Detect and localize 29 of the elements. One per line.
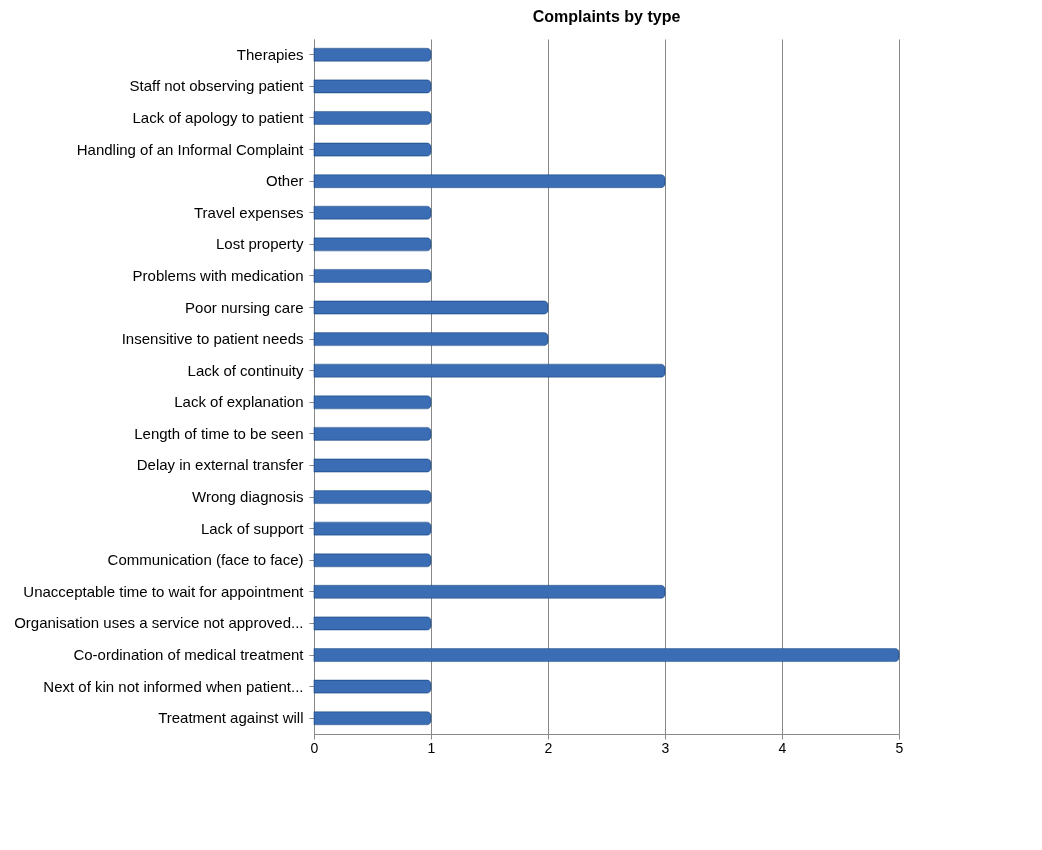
x-tick-label: 0 xyxy=(310,739,319,756)
x-tick-label: 1 xyxy=(427,739,436,756)
y-tick-label: Co-ordination of medical treatment xyxy=(73,646,305,664)
y-tick-label: Problems with medication xyxy=(132,266,304,284)
y-tick-label: Communication (face to face) xyxy=(107,551,304,569)
y-tick-label: Unacceptable time to wait for appointment xyxy=(23,582,305,600)
y-tick-label: Travel expenses xyxy=(194,203,304,221)
y-tick-label: Other xyxy=(265,172,304,190)
x-tick-label: 3 xyxy=(661,739,670,756)
y-tick-label: Next of kin not informed when patient... xyxy=(43,677,304,695)
y-tick-label: Lack of continuity xyxy=(187,361,304,379)
x-tick-label: 5 xyxy=(895,739,904,756)
x-tick-label: 2 xyxy=(544,739,553,756)
y-tick-label: Delay in external transfer xyxy=(136,456,304,474)
y-tick-label: Poor nursing care xyxy=(185,298,304,316)
y-tick-label: Therapies xyxy=(236,45,304,63)
y-tick-label: Organisation uses a service not approved... xyxy=(14,614,304,632)
y-tick-label: Lack of apology to patient xyxy=(132,108,305,126)
y-tick-label: Staff not observing patient xyxy=(129,77,305,95)
y-tick-label: Insensitive to patient needs xyxy=(121,330,304,348)
y-tick-label: Lack of explanation xyxy=(174,393,304,411)
y-tick-label: Lost property xyxy=(215,235,304,253)
y-tick-label: Treatment against will xyxy=(158,709,304,727)
y-tick-label: Length of time to be seen xyxy=(134,424,304,442)
y-tick-label: Lack of support xyxy=(200,519,305,537)
y-tick-label: Handling of an Informal Complaint xyxy=(76,140,305,158)
chart-title: Complaints by type xyxy=(532,8,681,25)
x-tick-label: 4 xyxy=(778,739,787,756)
y-tick-label: Wrong diagnosis xyxy=(192,488,304,506)
